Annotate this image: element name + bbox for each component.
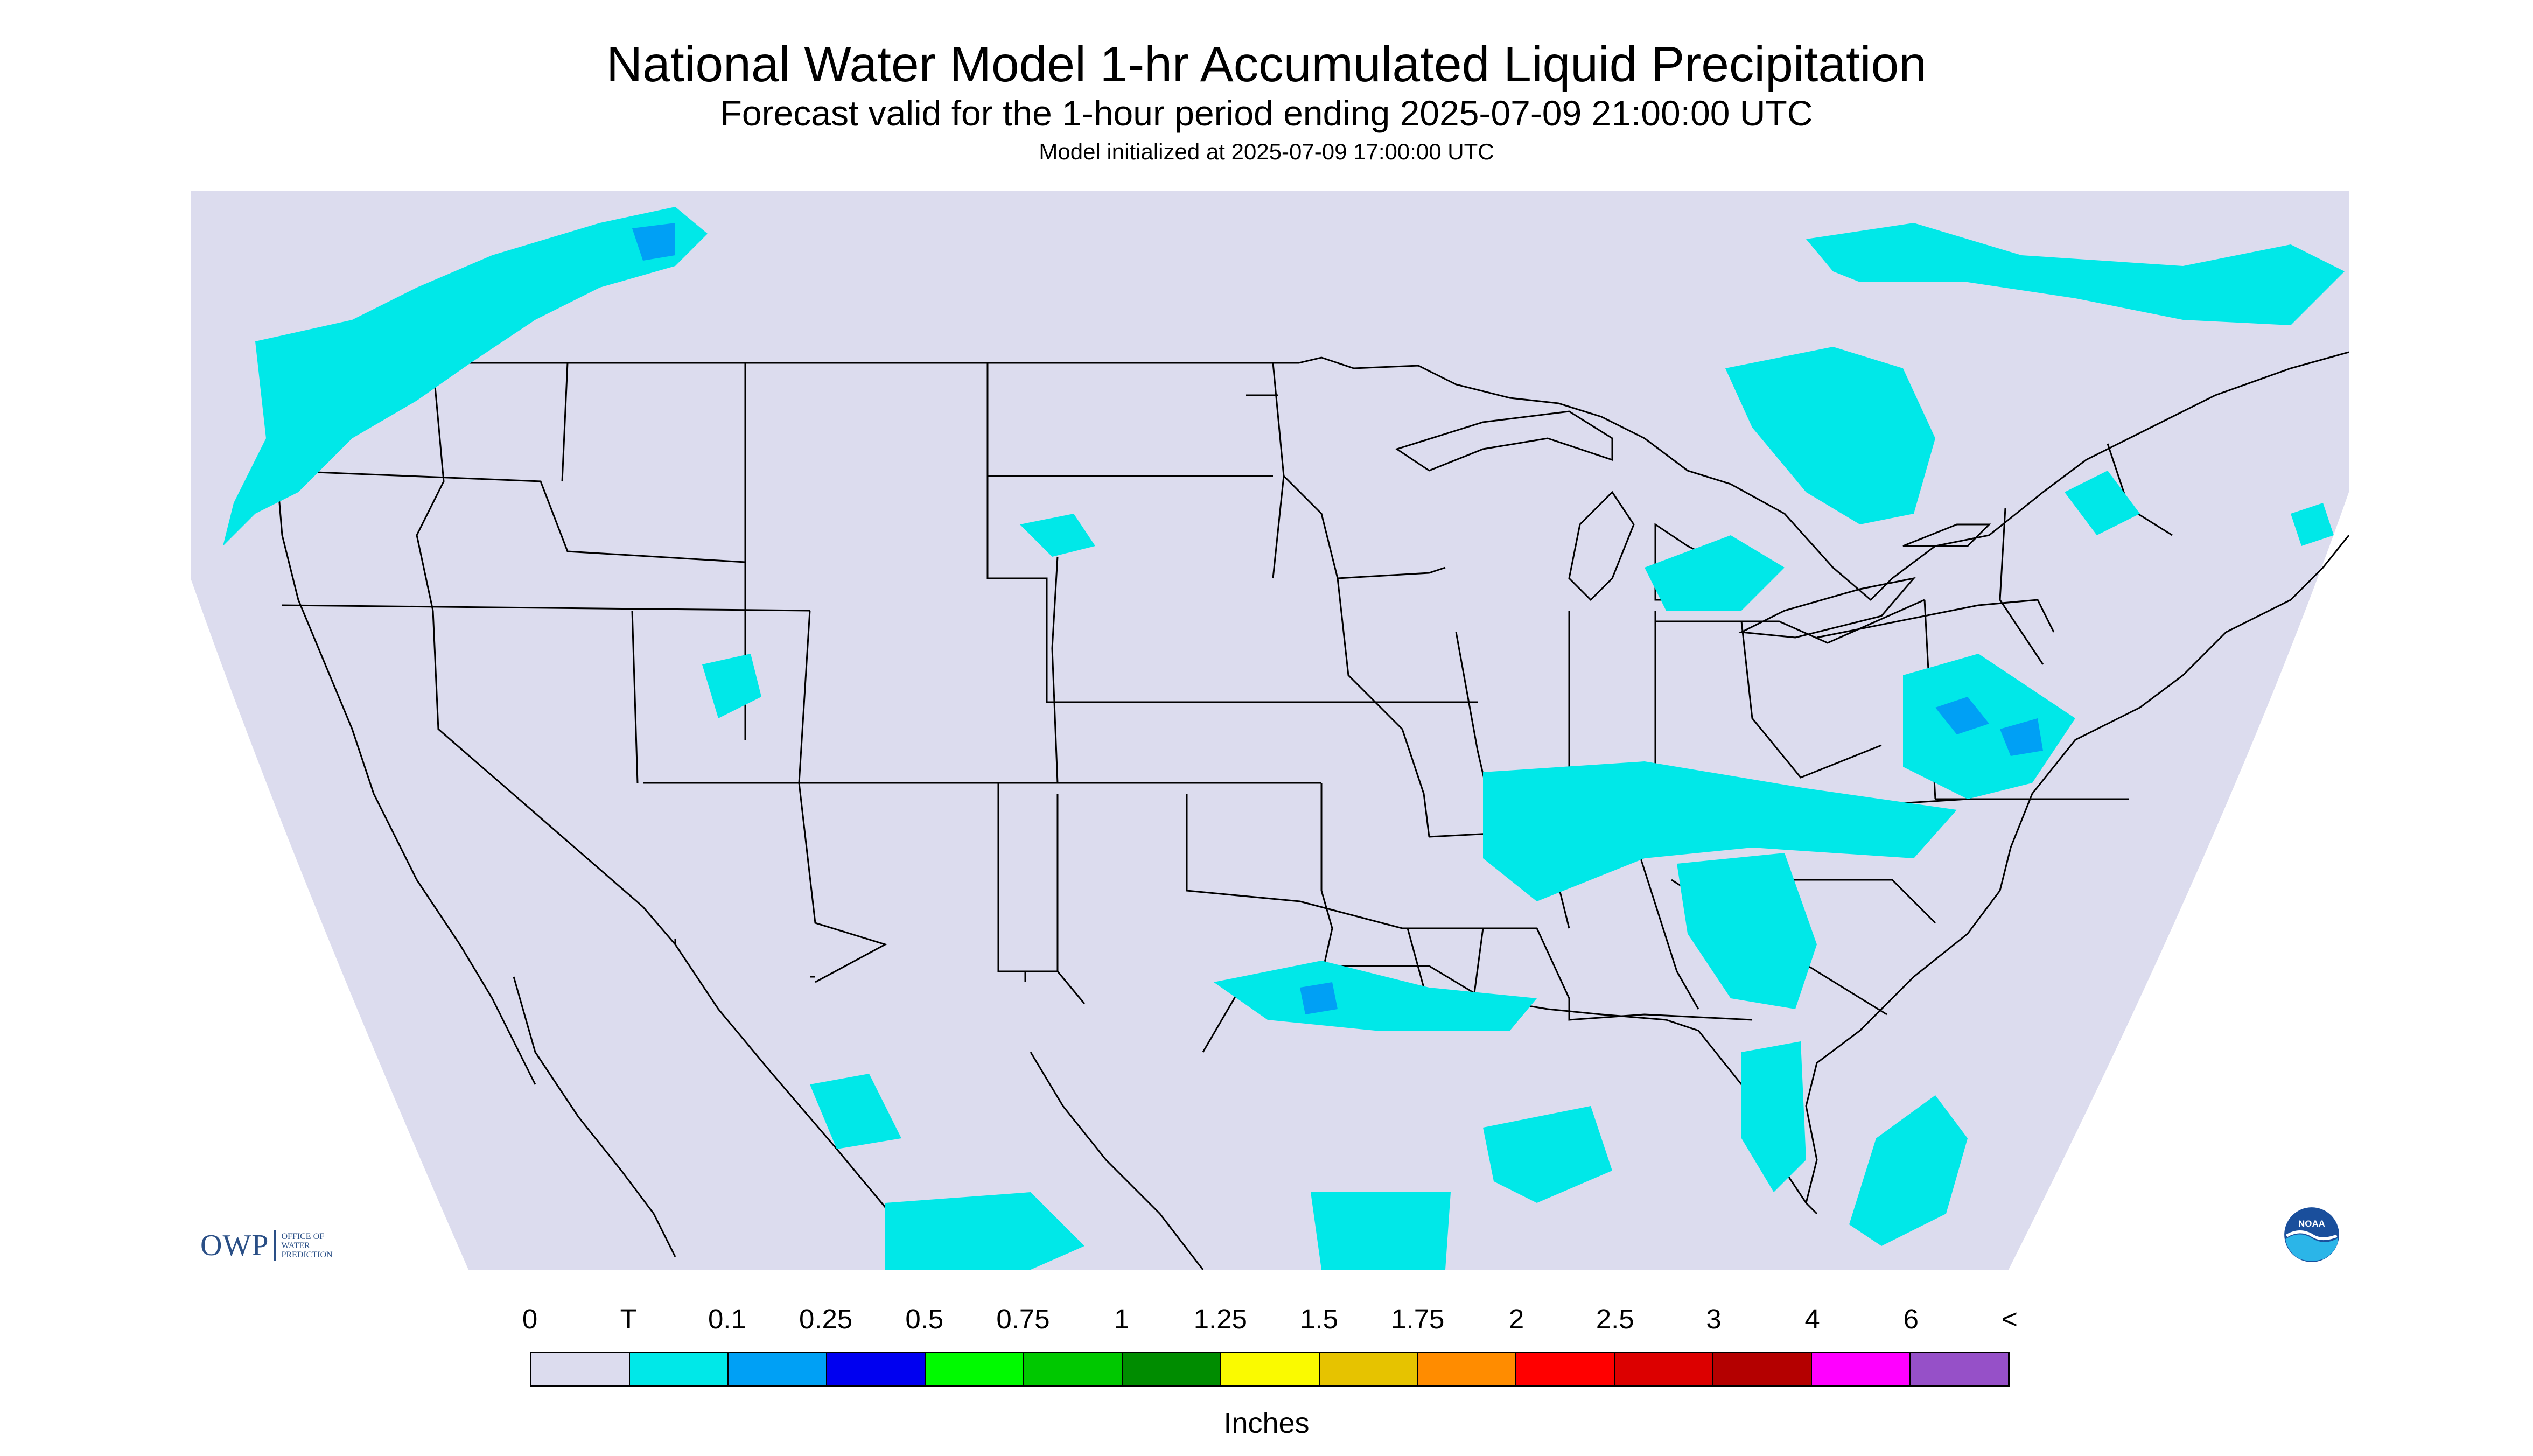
colorbar-swatch-3 (827, 1353, 926, 1385)
legend-tick-label: 2 (1508, 1304, 1524, 1334)
owp-logo-mark: OWP (200, 1229, 269, 1262)
colorbar-swatch-4 (925, 1353, 1024, 1385)
colorbar-swatch-14 (1911, 1353, 2009, 1385)
legend-tick-label: 1.75 (1391, 1304, 1445, 1334)
map-subtitle: Forecast valid for the 1-hour period end… (720, 93, 1813, 133)
legend-tick-label: 0.5 (905, 1304, 944, 1334)
colorbar-swatch-2 (728, 1353, 827, 1385)
legend-tick-label: 1.25 (1193, 1304, 1248, 1334)
model-init-line: Model initialized at 2025-07-09 17:00:00… (1039, 139, 1494, 164)
legend-tick-label: 0.75 (996, 1304, 1050, 1334)
legend-tick-label: 1 (1114, 1304, 1130, 1334)
colorbar-swatch-1 (629, 1353, 729, 1385)
colorbar-swatch-10 (1516, 1353, 1615, 1385)
owp-logo-line: PREDICTION (281, 1250, 333, 1259)
precipitation-map (191, 191, 2349, 1270)
owp-logo-divider (274, 1230, 276, 1261)
colorbar-swatch-6 (1122, 1353, 1221, 1385)
map-title: National Water Model 1-hr Accumulated Li… (606, 36, 1927, 92)
state-boundaries (276, 351, 2349, 1021)
legend-tick-label: 0.1 (708, 1304, 746, 1334)
legend-tick-label: 6 (1903, 1304, 1919, 1334)
colorbar-swatch-0 (531, 1353, 630, 1385)
legend-tick-label: < (2002, 1304, 2018, 1334)
owp-logo: OWP OFFICE OF WATER PREDICTION (200, 1227, 333, 1264)
legend-tick-label: 2.5 (1596, 1304, 1634, 1334)
legend-tick-label: 0 (522, 1304, 538, 1334)
legend-tick-label: 1.5 (1300, 1304, 1339, 1334)
owp-logo-text: OFFICE OF WATER PREDICTION (281, 1232, 332, 1259)
colorbar-swatch-12 (1713, 1353, 1813, 1385)
owp-logo-line: OFFICE OF (281, 1231, 325, 1241)
noaa-logo-text: NOAA (2298, 1219, 2325, 1229)
legend-tick-label: 3 (1706, 1304, 1722, 1334)
legend-units-label: Inches (1223, 1407, 1310, 1439)
noaa-logo-icon: NOAA (2284, 1207, 2339, 1262)
owp-logo-line: WATER (281, 1241, 310, 1250)
colorbar-swatch-8 (1319, 1353, 1418, 1385)
legend-tick-label: 0.25 (799, 1304, 853, 1334)
precipitation-areas (223, 207, 2345, 1270)
colorbar-swatch-13 (1812, 1353, 1911, 1385)
precipitation-colorbar (530, 1352, 2010, 1387)
colorbar-swatch-11 (1615, 1353, 1714, 1385)
colorbar-swatch-7 (1221, 1353, 1320, 1385)
legend-tick-label: T (620, 1304, 637, 1334)
colorbar-swatch-5 (1024, 1353, 1123, 1385)
legend-tick-label: 4 (1804, 1304, 1820, 1334)
colorbar-swatch-9 (1418, 1353, 1517, 1385)
